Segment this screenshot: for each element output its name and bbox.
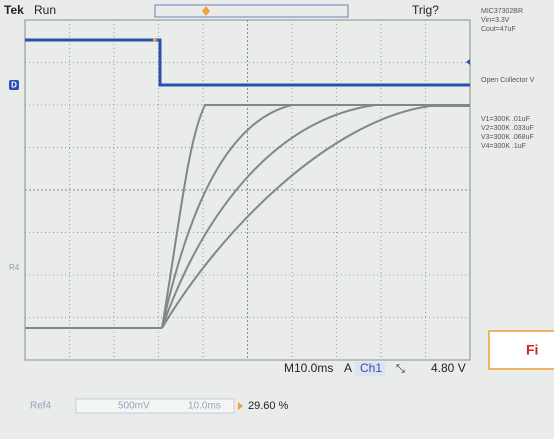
legend-entry: V2=300K .033uF xyxy=(481,125,534,132)
cout-note: Cout=47uF xyxy=(481,26,516,33)
legend-entry: V1=300K .01uF xyxy=(481,116,530,123)
part-note: MIC37302BR xyxy=(481,8,523,15)
timebase: M10.0ms xyxy=(284,361,333,375)
status-channel: Ch1 xyxy=(360,361,382,375)
vin-note: Vin=3.3V xyxy=(481,17,510,24)
scope-screen: Tek Run Trig? D R4 MIC37302BR Vin=3.3V C… xyxy=(0,0,554,439)
channel-marker-label: D xyxy=(11,81,17,90)
v4-trace xyxy=(162,106,470,328)
trigger-mode: A xyxy=(344,361,352,375)
ref-marker: R4 xyxy=(9,263,20,272)
v2-trace xyxy=(162,105,470,328)
legend-entry: V4=300K .1uF xyxy=(481,143,526,150)
position-icon xyxy=(238,402,243,410)
trigger-level: 4.80 V xyxy=(431,361,466,375)
v3-trace xyxy=(162,105,470,328)
brand: Tek xyxy=(4,3,24,17)
ref-position: 29.60 % xyxy=(248,400,289,412)
run-state: Run xyxy=(34,3,56,17)
legend-entry: V3=300K .068uF xyxy=(481,134,534,141)
output-note: Open Collector V xyxy=(481,77,535,84)
ref-scale: 500mV xyxy=(118,401,150,412)
figure-tag-box xyxy=(489,331,554,369)
level-marker xyxy=(466,59,470,65)
ref-name: Ref4 xyxy=(30,401,52,412)
figure-tag: Fi xyxy=(526,342,538,358)
ref-time: 10.0ms xyxy=(188,401,221,412)
page: {"header": {"brand": "Tek", "state": "Ru… xyxy=(0,0,554,439)
input-trace xyxy=(25,40,470,85)
trigger-state: Trig? xyxy=(412,3,439,17)
v1-trace xyxy=(162,105,470,328)
slope: ⤡ xyxy=(396,363,405,375)
